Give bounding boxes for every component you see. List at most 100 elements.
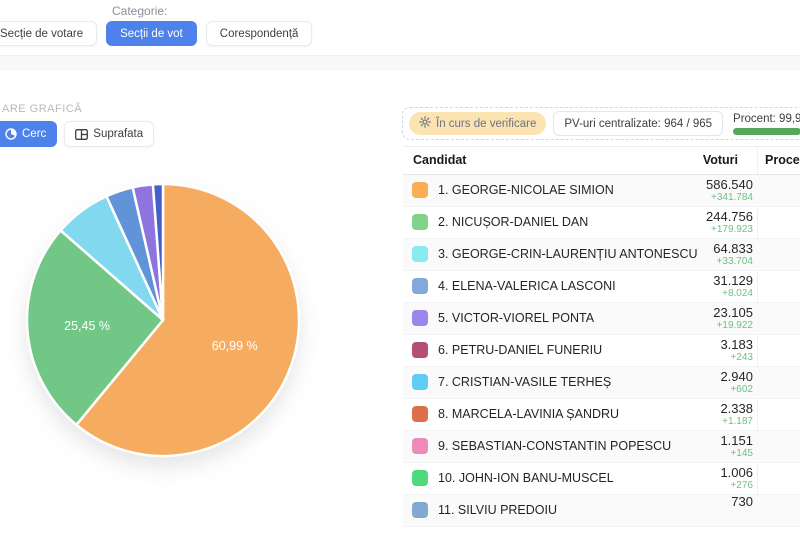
- category-label: Categorie:: [112, 4, 168, 18]
- votes-value: 1.151: [720, 433, 753, 448]
- header-procent: Procent: [765, 153, 800, 167]
- candidate-color-swatch: [412, 310, 428, 326]
- filter-sectii-de-vot-button[interactable]: Secții de vot: [106, 21, 197, 46]
- votes-cell: 2.940 +602: [603, 369, 753, 396]
- candidate-name: 11. SILVIU PREDOIU: [438, 503, 558, 517]
- votes-cell: 23.105 +19.922: [603, 305, 753, 332]
- votes-value: 730: [731, 494, 753, 509]
- votes-cell: 3.183 +243: [603, 337, 753, 364]
- votes-delta: +19.922: [716, 320, 753, 331]
- votes-delta: +276: [730, 480, 753, 491]
- pie-chart-icon: [5, 128, 17, 140]
- percent-progress-bar: [733, 127, 800, 135]
- candidate-color-swatch: [412, 214, 428, 230]
- votes-cell: 1.151 +145: [603, 433, 753, 460]
- table-row[interactable]: 8. MARCELA-LAVINIA ȘANDRU 2.338 +1.187: [403, 399, 800, 431]
- table-row[interactable]: 11. SILVIU PREDOIU 730: [403, 495, 800, 527]
- votes-cell: 1.006 +276: [603, 465, 753, 492]
- table-row[interactable]: 3. GEORGE-CRIN-LAURENȚIU ANTONESCU 64.83…: [403, 239, 800, 271]
- votes-value: 23.105: [713, 305, 753, 320]
- pie-chart-svg: 60,99 % 25,45 %: [25, 182, 301, 458]
- verification-status-label: În curs de verificare: [436, 117, 537, 130]
- table-row[interactable]: 2. NICUȘOR-DANIEL DAN 244.756 +179.923: [403, 207, 800, 239]
- votes-cell: 730: [603, 495, 753, 509]
- table-row[interactable]: 9. SEBASTIAN-CONSTANTIN POPESCU 1.151 +1…: [403, 431, 800, 463]
- candidate-color-swatch: [412, 438, 428, 454]
- votes-value: 2.940: [720, 369, 753, 384]
- candidate-name: 2. NICUȘOR-DANIEL DAN: [438, 215, 589, 229]
- chart-type-suprafata-button[interactable]: Suprafata: [64, 121, 155, 147]
- candidate-name: 5. VICTOR-VIOREL PONTA: [438, 311, 595, 325]
- votes-value: 31.129: [713, 273, 753, 288]
- votes-value: 244.756: [706, 209, 753, 224]
- votes-cell: 2.338 +1.187: [603, 401, 753, 428]
- filter-corespondenta-button[interactable]: Corespondență: [205, 21, 313, 46]
- votes-delta: +8.024: [722, 288, 753, 299]
- votes-value: 3.183: [720, 337, 753, 352]
- gear-icon: [419, 116, 431, 131]
- candidate-name: 6. PETRU-DANIEL FUNERIU: [438, 343, 603, 357]
- chart-type-toggle: Cerc Suprafata: [0, 121, 155, 147]
- results-table-body: 1. GEORGE-NICOLAE SIMION 586.540 +341.78…: [403, 175, 800, 527]
- section-divider-band: [0, 55, 800, 70]
- votes-cell: 31.129 +8.024: [603, 273, 753, 300]
- candidate-name: 4. ELENA-VALERICA LASCONI: [438, 279, 616, 293]
- votes-delta: +145: [730, 448, 753, 459]
- votes-cell: 244.756 +179.923: [603, 209, 753, 236]
- results-table: Candidat Voturi Procent 1. GEORGE-NICOLA…: [403, 146, 800, 527]
- table-row[interactable]: 1. GEORGE-NICOLAE SIMION 586.540 +341.78…: [403, 175, 800, 207]
- chart-type-suprafata-label: Suprafata: [93, 128, 144, 140]
- pie-slice[interactable]: [25, 229, 165, 427]
- graphic-section-title: ARE GRAFICĂ: [2, 103, 83, 115]
- header-candidat: Candidat: [413, 153, 467, 167]
- votes-cell: 586.540 +341.784: [603, 177, 753, 204]
- pie-slice[interactable]: [151, 182, 165, 322]
- chart-type-cerc-button[interactable]: Cerc: [0, 121, 58, 147]
- votes-delta: +33.704: [716, 256, 753, 267]
- votes-delta: +243: [730, 352, 753, 363]
- table-row[interactable]: 10. JOHN-ION BANU-MUSCEL 1.006 +276: [403, 463, 800, 495]
- pie-chart: 60,99 % 25,45 %: [23, 180, 303, 460]
- percent-label: Procent: 99,90 %: [733, 112, 800, 125]
- votes-value: 64.833: [713, 241, 753, 256]
- results-table-header: Candidat Voturi Procent: [403, 146, 800, 175]
- pie-slice-label: 60,99 %: [212, 339, 258, 353]
- percent-progress: Procent: 99,90 %: [733, 113, 800, 135]
- table-row[interactable]: 5. VICTOR-VIOREL PONTA 23.105 +19.922: [403, 303, 800, 335]
- verification-status-badge: În curs de verificare: [409, 112, 547, 135]
- votes-delta: +602: [730, 384, 753, 395]
- votes-delta: +1.187: [722, 416, 753, 427]
- votes-delta: +341.784: [711, 192, 753, 203]
- chart-type-cerc-label: Cerc: [22, 128, 47, 140]
- category-filter-group: Secție de votare Secții de vot Corespond…: [0, 21, 313, 46]
- candidate-color-swatch: [412, 470, 428, 486]
- votes-value: 1.006: [720, 465, 753, 480]
- votes-value: 586.540: [706, 177, 753, 192]
- candidate-color-swatch: [412, 246, 428, 262]
- candidate-name: 1. GEORGE-NICOLAE SIMION: [438, 183, 614, 197]
- candidate-color-swatch: [412, 342, 428, 358]
- candidate-color-swatch: [412, 406, 428, 422]
- candidate-color-swatch: [412, 278, 428, 294]
- header-voturi: Voturi: [702, 153, 738, 167]
- candidate-name: 10. JOHN-ION BANU-MUSCEL: [438, 471, 614, 485]
- candidate-name: 8. MARCELA-LAVINIA ȘANDRU: [438, 407, 620, 421]
- table-row[interactable]: 6. PETRU-DANIEL FUNERIU 3.183 +243: [403, 335, 800, 367]
- candidate-color-swatch: [412, 374, 428, 390]
- candidate-color-swatch: [412, 502, 428, 518]
- votes-delta: +179.923: [711, 224, 753, 235]
- votes-value: 2.338: [720, 401, 753, 416]
- pie-slice[interactable]: [75, 182, 301, 458]
- filter-sectie-de-votare-button[interactable]: Secție de votare: [0, 21, 98, 46]
- candidate-name: 7. CRISTIAN-VASILE TERHEȘ: [438, 375, 612, 389]
- treemap-icon: [75, 128, 89, 140]
- pie-slice-label: 25,45 %: [64, 319, 110, 333]
- candidate-color-swatch: [412, 182, 428, 198]
- table-row[interactable]: 4. ELENA-VALERICA LASCONI 31.129 +8.024: [403, 271, 800, 303]
- pv-centralized-badge: PV-uri centralizate: 964 / 965: [553, 111, 724, 136]
- table-row[interactable]: 7. CRISTIAN-VASILE TERHEȘ 2.940 +602: [403, 367, 800, 399]
- candidate-name: 3. GEORGE-CRIN-LAURENȚIU ANTONESCU: [438, 247, 698, 261]
- votes-cell: 64.833 +33.704: [603, 241, 753, 268]
- candidate-name: 9. SEBASTIAN-CONSTANTIN POPESCU: [438, 439, 672, 453]
- centralization-status-bar: În curs de verificare PV-uri centralizat…: [402, 107, 800, 140]
